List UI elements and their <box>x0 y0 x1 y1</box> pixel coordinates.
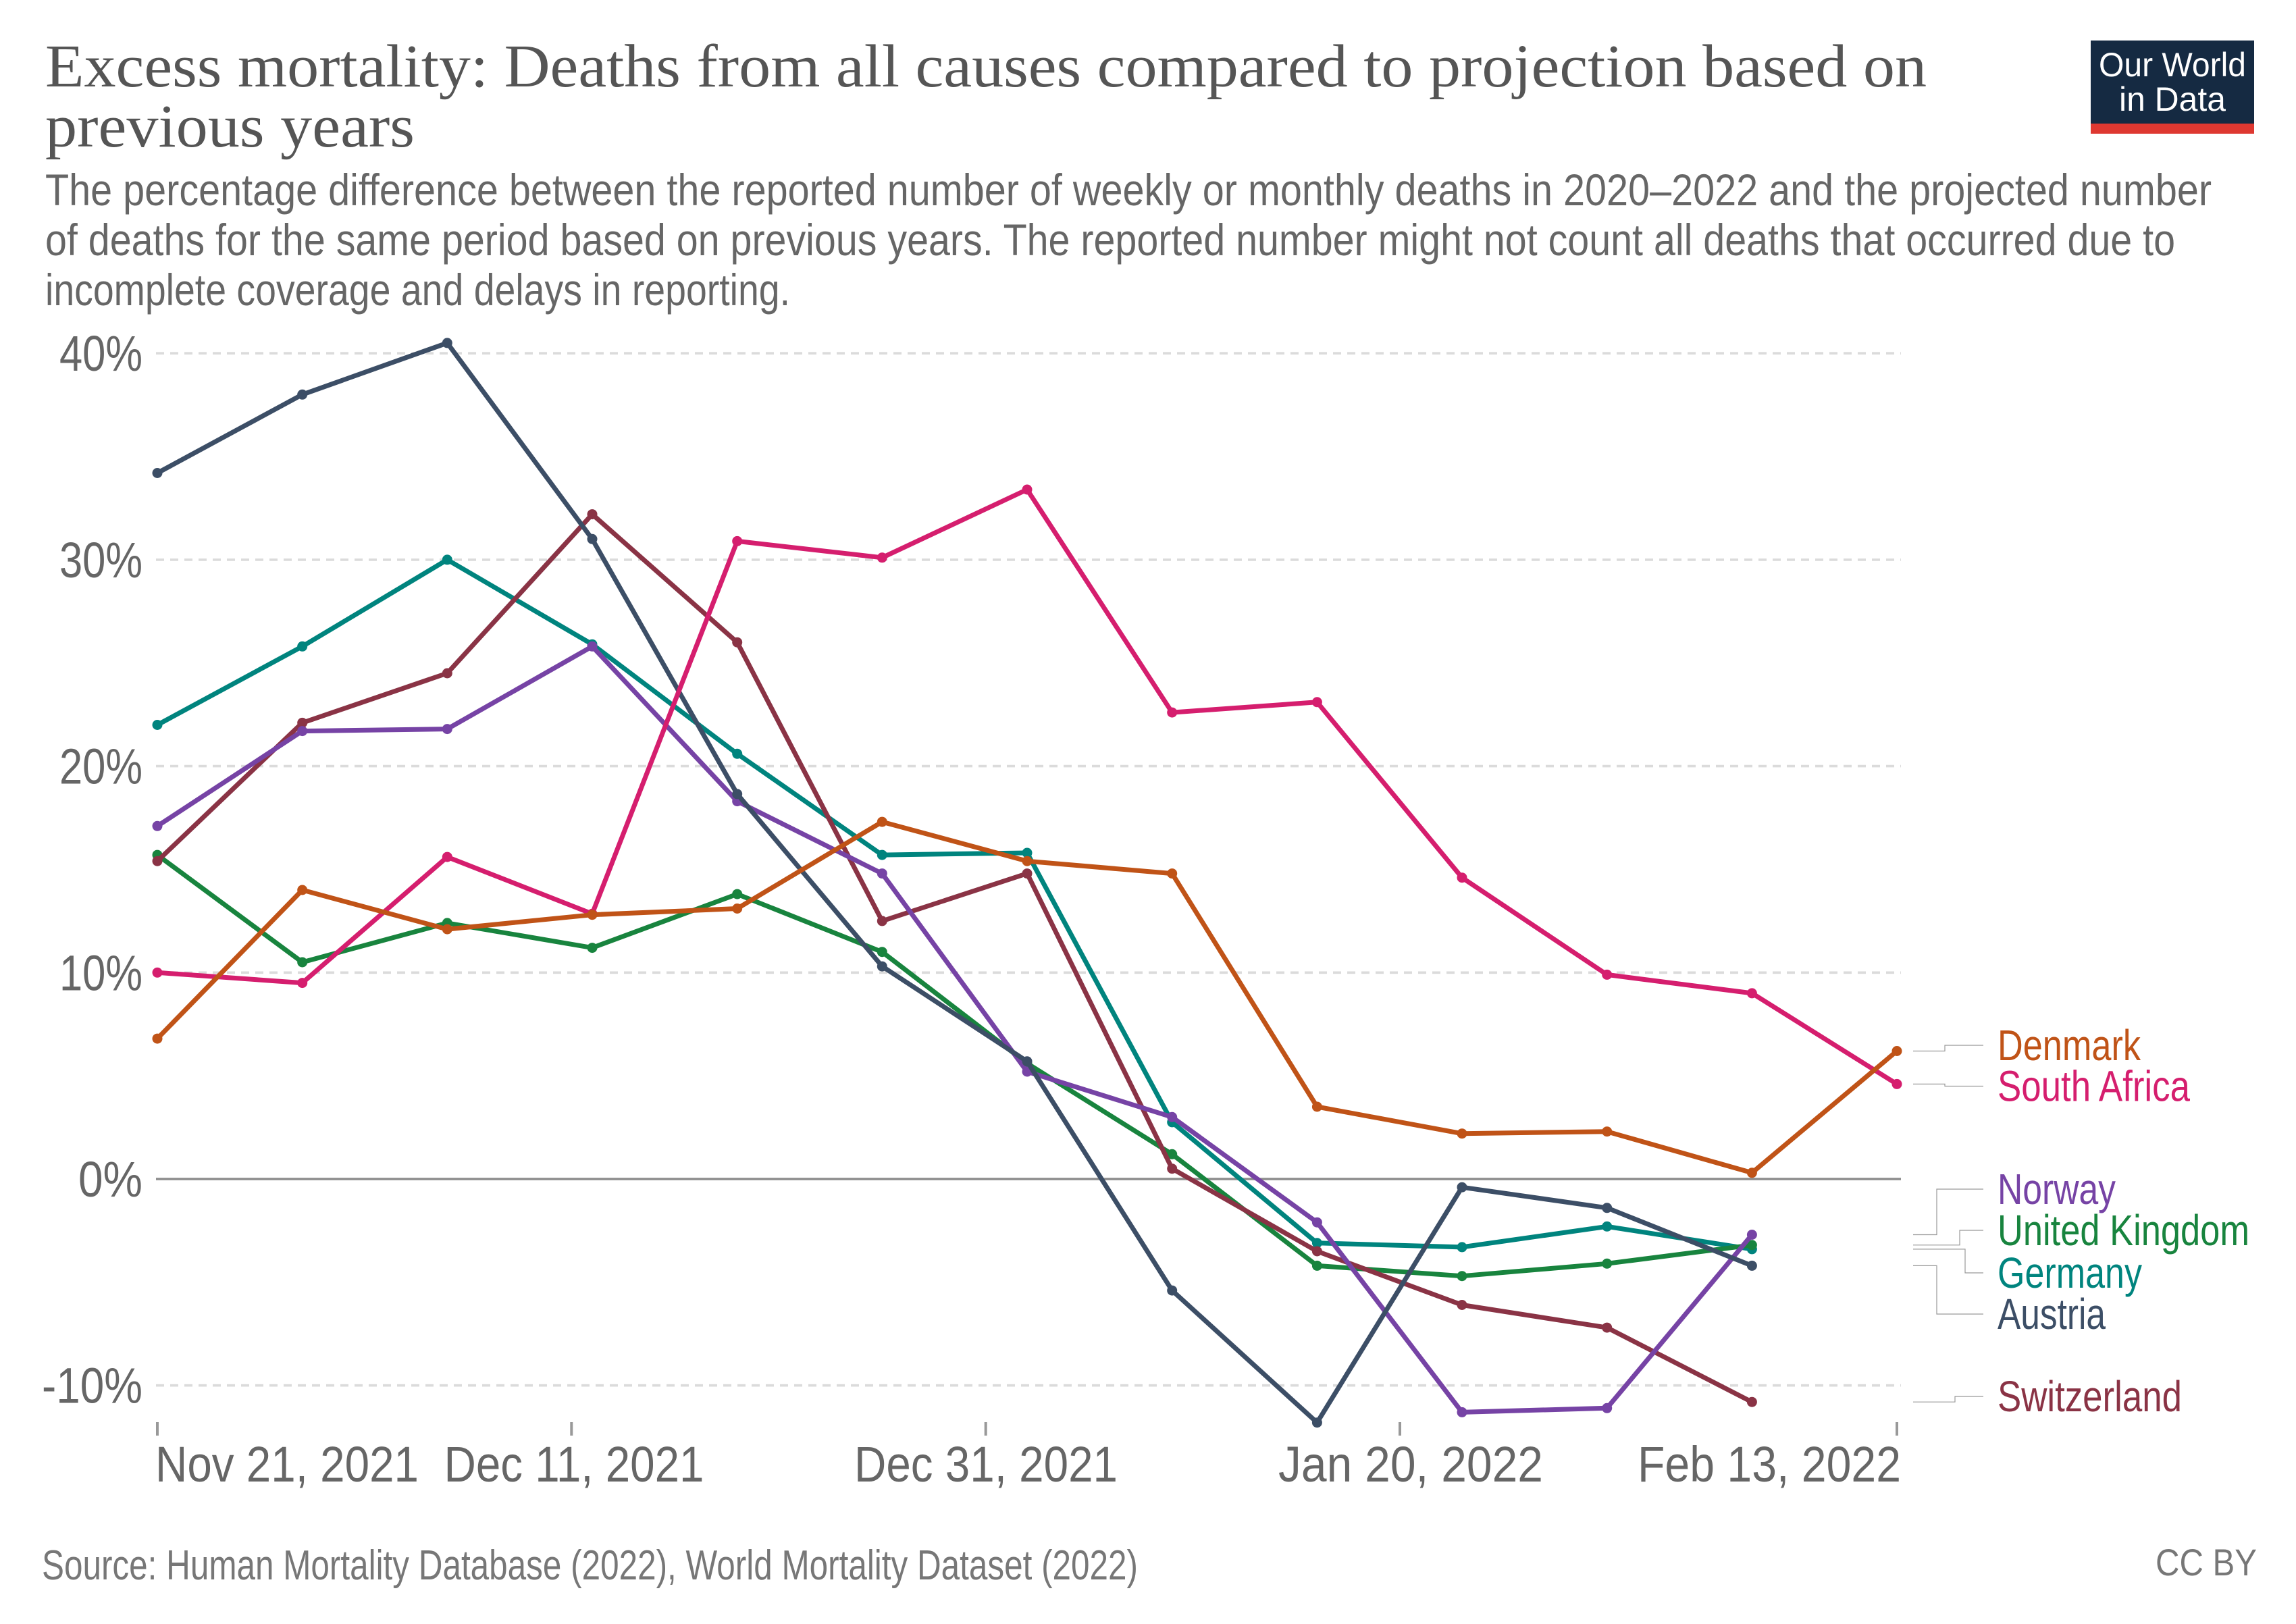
svg-text:of deaths for the same period: of deaths for the same period based on p… <box>45 215 2175 265</box>
svg-text:Nov 21, 2021: Nov 21, 2021 <box>155 1436 419 1492</box>
svg-text:Our World: Our World <box>2099 46 2246 84</box>
svg-text:previous years: previous years <box>45 93 415 160</box>
svg-text:The percentage difference betw: The percentage difference between the re… <box>45 165 2212 215</box>
svg-text:Source: Human Mortality Databa: Source: Human Mortality Database (2022),… <box>42 1542 1138 1589</box>
svg-text:South Africa: South Africa <box>1998 1062 2190 1111</box>
svg-text:20%: 20% <box>59 739 142 795</box>
svg-text:Norway: Norway <box>1998 1165 2116 1213</box>
svg-text:in Data: in Data <box>2119 80 2226 118</box>
svg-text:Excess mortality: Deaths from: Excess mortality: Deaths from all causes… <box>45 33 1927 100</box>
svg-text:Dec 11, 2021: Dec 11, 2021 <box>444 1436 704 1492</box>
svg-text:Switzerland: Switzerland <box>1998 1372 2182 1421</box>
svg-text:30%: 30% <box>59 532 142 588</box>
svg-text:-10%: -10% <box>42 1358 142 1414</box>
svg-text:40%: 40% <box>59 325 142 382</box>
svg-text:Denmark: Denmark <box>1998 1021 2141 1070</box>
svg-text:0%: 0% <box>78 1151 142 1207</box>
svg-text:Germany: Germany <box>1998 1249 2142 1297</box>
svg-text:Feb 13, 2022: Feb 13, 2022 <box>1638 1436 1901 1492</box>
svg-text:CC BY: CC BY <box>2156 1541 2257 1583</box>
svg-text:incomplete coverage and delays: incomplete coverage and delays in report… <box>45 265 790 315</box>
svg-text:Jan 20, 2022: Jan 20, 2022 <box>1278 1436 1543 1492</box>
svg-text:10%: 10% <box>59 945 142 1001</box>
svg-text:United Kingdom: United Kingdom <box>1998 1206 2249 1255</box>
svg-text:Dec 31, 2021: Dec 31, 2021 <box>854 1436 1118 1492</box>
svg-text:Austria: Austria <box>1998 1290 2106 1338</box>
